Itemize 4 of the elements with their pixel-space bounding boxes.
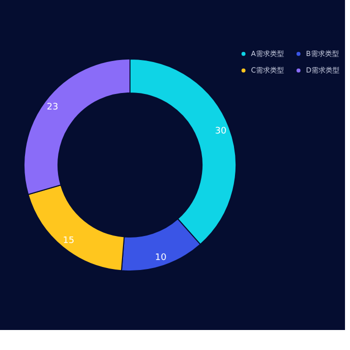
- data-label: 23: [46, 102, 58, 113]
- data-label: 30: [214, 126, 227, 137]
- data-label: 15: [62, 236, 74, 246]
- data-label: 10: [154, 253, 167, 264]
